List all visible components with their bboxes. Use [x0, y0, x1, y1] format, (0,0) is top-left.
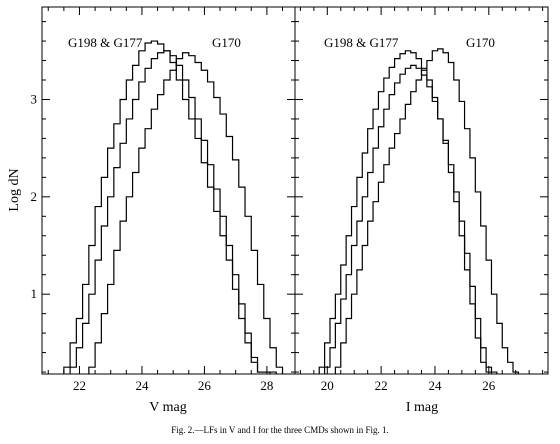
x-tick-label: 20: [321, 378, 334, 393]
x-tick-label: 22: [375, 378, 388, 393]
histogram-series-2: [69, 50, 277, 374]
y-tick-label: 1: [31, 286, 38, 301]
histogram-series-1: [318, 50, 493, 374]
x-tick-label: 26: [482, 378, 496, 393]
y-axis-label: Log dN: [7, 168, 22, 211]
right-panel-ticklabels: 20 22 24 26: [321, 378, 496, 393]
left-panel-series: [63, 40, 284, 374]
left-annotation-g198-g177: G198 & G177: [68, 35, 143, 50]
x-tick-label: 24: [428, 378, 442, 393]
right-panel-ticks: [295, 7, 548, 374]
histogram-series-3: [88, 52, 284, 374]
figure-caption: Fig. 2.—LFs in V and I for the three CMD…: [171, 425, 389, 435]
right-annotation-g198-g177: G198 & G177: [324, 35, 399, 50]
right-panel-series: [318, 48, 519, 374]
right-annotation-g170: G170: [466, 35, 495, 50]
x-tick-label: 22: [73, 378, 86, 393]
histogram-series-1: [63, 40, 271, 374]
right-x-axis-label: I mag: [406, 400, 438, 415]
y-tick-label: 3: [31, 91, 38, 106]
x-tick-label: 24: [135, 378, 149, 393]
x-tick-label: 26: [198, 378, 212, 393]
left-annotation-g170: G170: [212, 35, 241, 50]
histogram-series-2: [324, 64, 498, 374]
x-tick-label: 28: [260, 378, 273, 393]
left-panel-ticks: [42, 7, 295, 374]
left-panel: 22 24 26 28 1 2 3 G198 & G177 G170 V mag Log d…: [7, 6, 296, 415]
left-panel-ticklabels: 22 24 26 28 1 2 3: [31, 91, 274, 393]
right-panel: 20 22 24 26 G198 & G177 G170 I mag: [294, 6, 549, 415]
left-x-axis-label: V mag: [149, 400, 186, 415]
histogram-series-3: [334, 48, 519, 374]
y-tick-label: 2: [31, 189, 38, 204]
